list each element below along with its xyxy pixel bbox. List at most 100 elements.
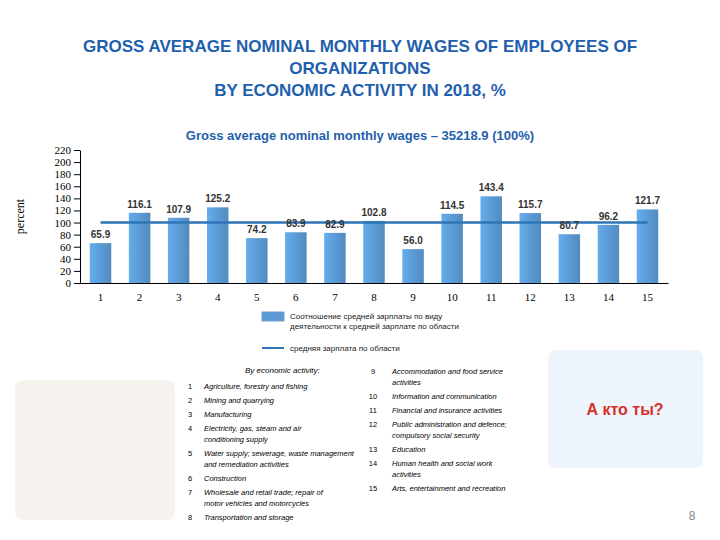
y-tick-mark (74, 198, 80, 199)
key-number: 11 (369, 406, 377, 415)
y-tick-label: 140 (55, 192, 72, 204)
bar (285, 232, 306, 283)
y-tick-mark (74, 210, 80, 211)
x-tick-label: 1 (98, 291, 104, 303)
y-tick: 120 (55, 204, 81, 216)
key-label: Information and communication (392, 392, 497, 401)
y-tick: 180 (55, 168, 81, 180)
x-tick-label: 13 (564, 291, 576, 303)
y-tick-label: 120 (55, 204, 72, 216)
x-tick: 11 (486, 291, 497, 303)
key-number: 1 (188, 382, 192, 391)
x-tick: 14 (603, 291, 615, 303)
x-tick-label: 10 (447, 291, 459, 303)
x-tick-label: 14 (603, 291, 615, 303)
x-tick: 6 (293, 291, 299, 303)
key-number: 3 (188, 410, 192, 419)
picture-frame (548, 350, 703, 468)
bar (480, 196, 501, 283)
data-label: 116.1 (127, 199, 152, 210)
y-tick-label: 100 (55, 217, 72, 229)
y-tick: 0 (66, 277, 81, 289)
data-label: 125.2 (205, 193, 230, 204)
y-tick-mark (74, 247, 80, 248)
y-tick-mark (74, 186, 80, 187)
data-label: 121.7 (635, 195, 660, 206)
y-tick-label: 160 (55, 180, 72, 192)
x-tick-label: 7 (332, 291, 338, 303)
y-tick: 160 (55, 180, 81, 192)
key-label: Transportation and storage (204, 513, 294, 522)
key-label: Arts, entertainment and recreation (391, 484, 505, 493)
key-number: 7 (188, 488, 192, 497)
x-tick: 5 (254, 291, 260, 303)
key-number: 10 (369, 392, 377, 401)
x-tick: 13 (564, 291, 576, 303)
subtitle: Gross average nominal monthly wages – 35… (186, 128, 534, 143)
data-label: 83.9 (286, 218, 306, 229)
x-tick: 1 (98, 291, 104, 303)
x-tick: 7 (332, 291, 338, 303)
key-label: Public administration and defence;compul… (392, 420, 507, 440)
x-tick: 10 (447, 291, 459, 303)
key-label: Water supply; sewerage, waste management… (204, 449, 355, 469)
bar (559, 234, 580, 283)
y-tick-label: 20 (60, 265, 72, 277)
legend: Соотношение средней зарплаты по видудеят… (262, 312, 459, 353)
key-number: 6 (188, 474, 192, 483)
data-label: 65.9 (91, 229, 111, 240)
y-tick: 200 (55, 156, 81, 168)
key-label: Education (392, 445, 425, 454)
key-number: 14 (369, 459, 377, 468)
key-number: 8 (188, 513, 192, 522)
key-label: Financial and insurance activities (392, 406, 502, 415)
bar (637, 209, 658, 283)
bar (168, 218, 189, 283)
key-number: 5 (188, 449, 192, 458)
page: GROSS AVERAGE NOMINAL MONTHLY WAGES OF E… (0, 0, 720, 540)
y-tick: 220 (55, 144, 81, 156)
y-tick-mark (74, 259, 80, 260)
data-label: 56.0 (403, 235, 423, 246)
data-label: 80.7 (560, 220, 580, 231)
picture: А кто ты? (548, 350, 703, 468)
y-tick-label: 80 (60, 229, 72, 241)
bar (90, 243, 111, 283)
bar (324, 233, 345, 283)
y-tick-mark (74, 174, 80, 175)
bar (441, 214, 462, 283)
y-tick-mark (74, 150, 80, 151)
x-tick-label: 2 (137, 291, 143, 303)
data-label: 102.8 (361, 207, 386, 218)
key-label: Accommodation and food serviceactivities (391, 367, 503, 387)
y-tick: 140 (55, 192, 81, 204)
data-label: 114.5 (440, 200, 465, 211)
x-tick-label: 6 (293, 291, 299, 303)
x-axis: 123456789101112131415 (81, 284, 669, 304)
x-tick-label: 4 (215, 291, 221, 303)
data-labels: 65.9116.1107.9125.274.283.982.9102.856.0… (91, 182, 661, 246)
data-label: 143.4 (479, 182, 504, 193)
bar (207, 207, 228, 283)
y-tick-label: 220 (55, 144, 72, 156)
x-axis-line (81, 283, 669, 284)
key-label: Electricity, gas, steam and aircondition… (204, 424, 302, 444)
y-tick-mark (74, 283, 80, 284)
x-tick: 4 (215, 291, 221, 303)
bar (402, 249, 423, 283)
y-tick: 80 (60, 229, 80, 241)
key-title: By economic activity: (245, 366, 320, 375)
key-label: Wholesale and retail trade; repair ofmot… (204, 488, 324, 508)
legend-entry: Соотношение средней зарплаты по видудеят… (290, 312, 459, 331)
key-number: 13 (369, 445, 377, 454)
key-label: Construction (204, 474, 246, 483)
plot-area (90, 196, 658, 283)
x-tick-label: 3 (176, 291, 182, 303)
x-tick: 2 (137, 291, 143, 303)
data-label: 82.9 (325, 219, 345, 230)
x-tick-label: 5 (254, 291, 260, 303)
x-tick: 9 (410, 291, 416, 303)
y-tick: 20 (60, 265, 80, 277)
data-label: 74.2 (247, 224, 267, 235)
key-label: Human health and social workactivities (392, 459, 494, 479)
